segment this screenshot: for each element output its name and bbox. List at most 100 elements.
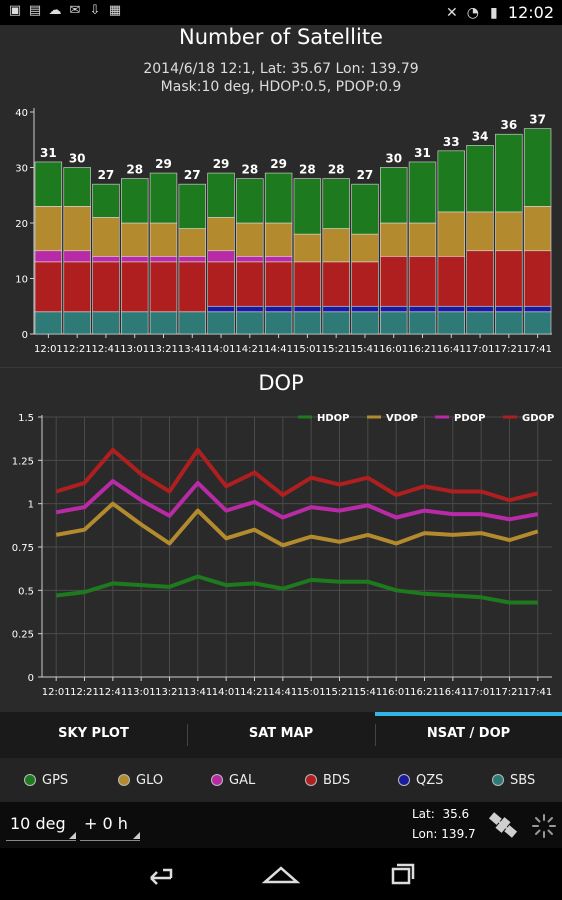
legend-gps[interactable]: GPS — [24, 758, 68, 802]
legend-sbs-label: SBS — [510, 772, 536, 788]
mask-spinner[interactable]: 10 deg — [6, 810, 76, 841]
legend-gal[interactable]: GAL — [211, 758, 255, 802]
nsat-bar-segment-glo — [264, 222, 293, 257]
nsat-y-tick-label: 20 — [15, 219, 28, 230]
nsat-bar-segment-bds — [293, 261, 322, 307]
nsat-bar-segment-qzs — [322, 305, 350, 313]
dop-x-tick-label: 13:01 — [127, 687, 156, 698]
nsat-x-tick-label: 13:21 — [149, 344, 178, 355]
nsat-bar-segment-gps — [466, 144, 494, 213]
gps-dot-icon — [24, 774, 36, 786]
tab-sat-map[interactable]: SAT MAP — [248, 726, 314, 741]
nsat-total-label: 27 — [98, 168, 115, 182]
spinner-arrow-icon — [133, 832, 140, 839]
nsat-chart: 0 10 20 30 40 31 12:01 30 12:21 27 12:41 28 13:01 29 1… — [15, 108, 552, 355]
nsat-bar-segment-sbs — [178, 311, 206, 335]
nsat-total-label: 36 — [500, 118, 517, 132]
legend-sbs[interactable]: SBS — [492, 758, 535, 802]
nsat-x-tick-label: 12:01 — [34, 344, 63, 355]
nsat-bar-segment-glo — [149, 222, 178, 257]
tab-sky-plot[interactable]: SKY PLOT — [58, 726, 129, 741]
nsat-bar-segment-gps — [380, 167, 408, 224]
nsat-total-label: 30 — [69, 152, 86, 166]
nsat-title: Number of Satellite — [179, 25, 383, 49]
nsat-bar-segment-gps — [92, 183, 120, 218]
image-icon: ▤ — [28, 3, 42, 18]
nsat-bar-segment-glo — [293, 233, 322, 263]
legend-gal-label: GAL — [229, 772, 256, 788]
status-bar: ▣ ▤ ☁ ✉ ⇩ ▦ ✕ ◔ ▮ 12:02 — [0, 0, 562, 25]
clock: 12:02 — [507, 3, 554, 22]
dop-legend-label: VDOP — [386, 413, 418, 424]
nsat-bar-segment-bds — [523, 250, 552, 307]
dop-x-tick-label: 16:01 — [382, 687, 411, 698]
nsat-x-tick-label: 13:01 — [120, 344, 149, 355]
time-offset-spinner[interactable]: + 0 h — [80, 810, 140, 841]
gps-notify-icon: ▣ — [8, 3, 22, 18]
nsat-bar-segment-sbs — [236, 311, 264, 335]
notification-icons: ▣ ▤ ☁ ✉ ⇩ ▦ — [8, 4, 122, 18]
upload-icon: ☁ — [48, 3, 62, 18]
nsat-bar-segment-glo — [236, 222, 264, 257]
recent-apps-icon[interactable] — [381, 860, 421, 888]
nsat-total-label: 29 — [155, 157, 172, 171]
tab-selected-indicator — [375, 712, 562, 716]
dop-legend-label: GDOP — [522, 413, 554, 424]
nsat-bar-segment-glo — [63, 206, 91, 252]
dop-x-tick-label: 14:01 — [212, 687, 241, 698]
nsat-bar-segment-qzs — [207, 305, 235, 313]
nsat-bar-segment-qzs — [495, 305, 523, 313]
nsat-bar-segment-qzs — [351, 305, 379, 313]
legend-bds[interactable]: BDS — [305, 758, 350, 802]
chart-divider — [0, 367, 562, 368]
gal-dot-icon — [211, 774, 223, 786]
tab-nsat-dop[interactable]: NSAT / DOP — [426, 726, 511, 741]
nsat-bar-segment-gps — [523, 128, 552, 207]
nsat-bar-segment-bds — [322, 261, 350, 307]
nsat-bar-segment-glo — [437, 211, 465, 257]
nsat-y-tick-label: 30 — [15, 164, 28, 175]
home-icon[interactable] — [261, 860, 301, 888]
nsat-bar-segment-gal — [207, 250, 235, 263]
nsat-bar-segment-glo — [495, 211, 523, 252]
nsat-bar-segment-gps — [149, 172, 178, 224]
nsat-bar-segment-sbs — [380, 311, 408, 335]
nsat-x-tick-label: 15:41 — [351, 344, 380, 355]
nsat-y-tick-label: 0 — [22, 330, 28, 341]
nsat-bar-segment-sbs — [408, 311, 437, 335]
nsat-bar-segment-gps — [178, 183, 206, 229]
nsat-x-tick-label: 14:41 — [264, 344, 293, 355]
nsat-bar-segment-gal — [92, 256, 120, 263]
nsat-bar-segment-glo — [92, 217, 120, 257]
nsat-bar-segment-qzs — [466, 305, 494, 313]
satellite-icon[interactable] — [486, 808, 520, 842]
nsat-bar-segment-glo — [178, 228, 206, 257]
nsat-bar-segment-bds — [149, 261, 178, 313]
nsat-y-tick-label: 40 — [15, 108, 28, 119]
navigation-bar — [0, 848, 562, 900]
lat-label: Lat: — [412, 807, 435, 821]
back-icon[interactable] — [141, 860, 181, 888]
legend-qzs[interactable]: QZS — [398, 758, 443, 802]
legend-glo[interactable]: GLO — [118, 758, 163, 802]
dop-x-tick-label: 12:41 — [98, 687, 127, 698]
view-tabs: SKY PLOT SAT MAP NSAT / DOP — [0, 712, 562, 758]
dop-x-tick-label: 12:01 — [42, 687, 71, 698]
dop-x-tick-label: 15:01 — [297, 687, 326, 698]
nsat-bar-segment-sbs — [466, 311, 494, 335]
nsat-x-tick-label: 16:01 — [379, 344, 408, 355]
lon-value: 139.7 — [441, 827, 476, 841]
nsat-bar-segment-gal — [34, 250, 63, 263]
battery-icon: ▮ — [490, 4, 498, 21]
nsat-bar-segment-sbs — [293, 311, 322, 335]
nsat-bar-segment-bds — [34, 261, 63, 313]
bag-icon: ▦ — [108, 3, 122, 18]
dop-x-tick-label: 17:21 — [495, 687, 524, 698]
nsat-total-label: 28 — [126, 163, 143, 177]
nsat-bar-segment-gps — [264, 172, 293, 224]
nsat-bar-segment-gps — [495, 133, 523, 213]
nsat-x-tick-label: 15:01 — [293, 344, 322, 355]
nsat-bar-segment-gps — [236, 178, 264, 224]
mask-value: 10 deg — [10, 814, 66, 833]
dop-x-tick-label: 15:21 — [325, 687, 354, 698]
